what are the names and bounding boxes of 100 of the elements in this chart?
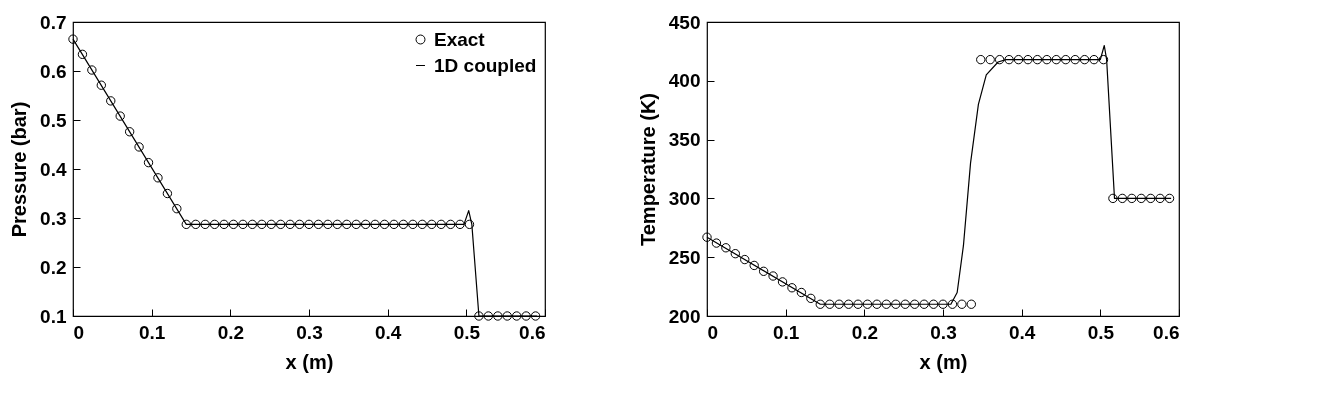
point (285, 219, 295, 230)
point (815, 299, 825, 309)
point (881, 299, 892, 309)
point (711, 238, 722, 248)
point (464, 219, 475, 230)
y-tick-label: 450 (668, 11, 701, 33)
point (730, 249, 740, 259)
point (910, 299, 920, 309)
y-tick-label: 0.1 (40, 305, 67, 327)
point (1061, 54, 1071, 65)
y-tick-label: 0.7 (40, 11, 67, 33)
point (1127, 193, 1137, 204)
point (408, 219, 418, 230)
y-tick-label: 0.3 (40, 207, 67, 229)
point (853, 299, 863, 309)
point (445, 219, 456, 230)
point (1051, 54, 1061, 65)
x-tick-label: 0 (73, 321, 85, 343)
y-tick-label: 400 (668, 70, 701, 92)
point (994, 54, 1005, 65)
point (124, 127, 135, 137)
point (304, 219, 314, 230)
point (77, 49, 88, 60)
point (162, 188, 173, 199)
x-tick-label: 0.4 (374, 321, 402, 343)
point (200, 219, 210, 230)
point (966, 299, 976, 309)
point (342, 219, 352, 230)
point (351, 219, 361, 230)
point (483, 311, 494, 321)
point (1032, 54, 1043, 65)
point (825, 299, 835, 309)
x-tick-label: 0.5 (453, 321, 481, 343)
point (436, 219, 446, 230)
point (947, 299, 958, 309)
point (957, 299, 967, 309)
point (143, 157, 154, 168)
point (834, 299, 844, 309)
point (843, 299, 854, 309)
point (389, 219, 399, 230)
point (1070, 54, 1080, 65)
point (276, 219, 286, 230)
point (427, 219, 437, 230)
point (115, 111, 125, 121)
y-tick-label: 0.2 (40, 256, 67, 278)
point (1136, 193, 1146, 204)
x-tick-label: 0 (707, 321, 719, 343)
point (134, 142, 144, 152)
point (68, 34, 78, 44)
point (228, 219, 239, 230)
point (360, 219, 371, 230)
y-tick-label: 0.4 (40, 158, 67, 180)
x-tick-label: 0.6 (1153, 321, 1180, 343)
point (493, 311, 503, 321)
point (370, 219, 380, 230)
point (181, 219, 191, 230)
legend-label: Exact (434, 28, 486, 50)
point (1042, 54, 1052, 65)
point (87, 65, 97, 75)
point (313, 219, 324, 230)
y-tick-label: 200 (668, 305, 701, 327)
point (455, 219, 465, 230)
point (294, 219, 305, 230)
x-tick-label: 0.2 (217, 321, 245, 343)
point (1146, 193, 1156, 204)
x-tick-label: 0.4 (1008, 321, 1036, 343)
point (758, 266, 769, 276)
point (1098, 54, 1109, 65)
point (257, 219, 267, 230)
x-tick-label: 0.3 (930, 321, 957, 343)
point (238, 219, 248, 230)
point (153, 173, 163, 183)
point (806, 293, 816, 304)
x-tick-label: 0.6 (519, 321, 546, 343)
point (96, 80, 106, 90)
point (1004, 54, 1014, 65)
point (521, 311, 531, 321)
x-tick-label: 0.5 (1087, 321, 1115, 343)
point (777, 277, 788, 287)
x-tick-label: 0.3 (296, 321, 323, 343)
point (976, 54, 986, 65)
y-tick-label: 0.5 (40, 109, 67, 131)
point (938, 299, 948, 309)
point (512, 311, 522, 321)
point (332, 219, 342, 230)
point (191, 219, 201, 230)
point (502, 311, 512, 321)
point (1013, 54, 1024, 65)
point (266, 219, 276, 230)
point (891, 299, 901, 309)
point (106, 96, 116, 106)
point (1108, 193, 1118, 204)
point (740, 254, 750, 265)
point (787, 283, 797, 293)
point (985, 54, 995, 65)
point (1089, 54, 1099, 65)
point (247, 219, 258, 230)
point (749, 260, 759, 271)
y-axis-title: Temperature (K) (636, 93, 659, 246)
point (1155, 193, 1165, 204)
